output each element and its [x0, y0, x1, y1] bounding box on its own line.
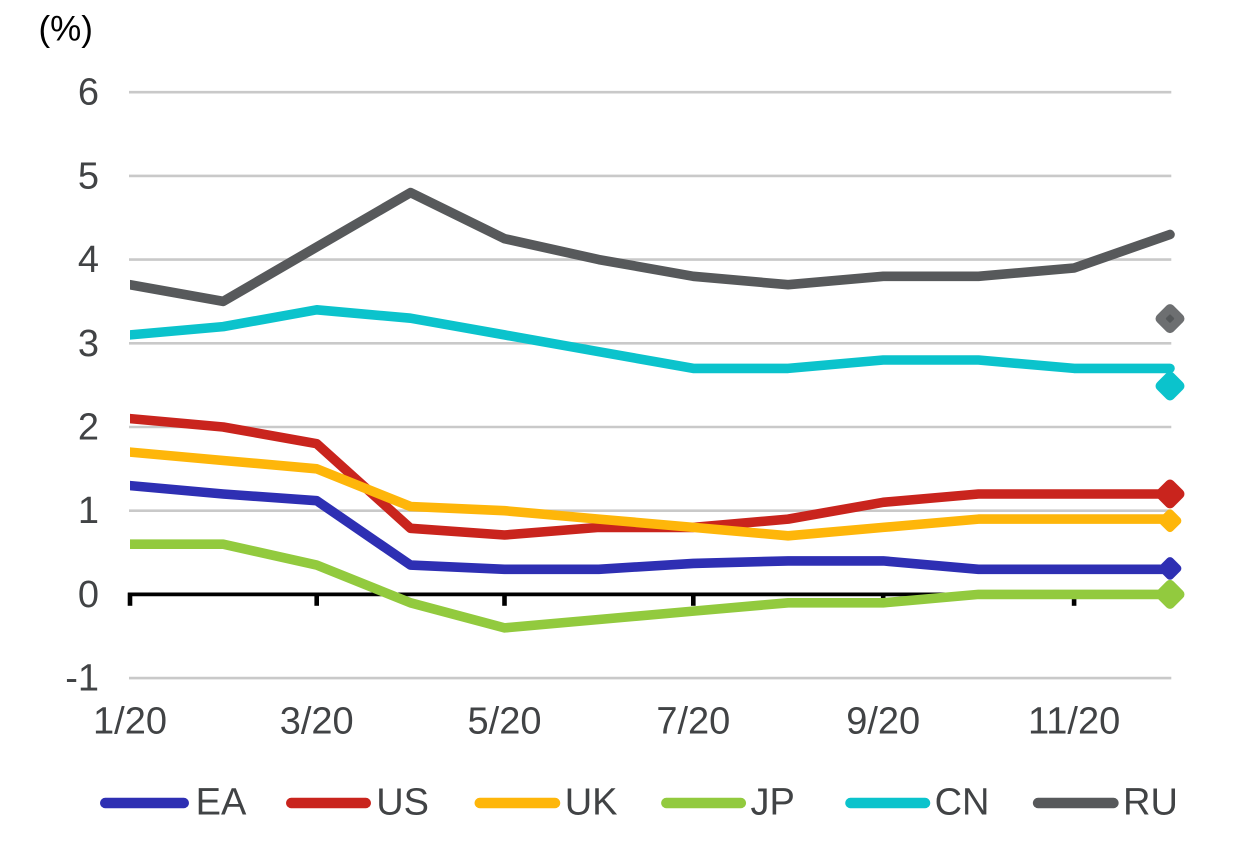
svg-text:1: 1 — [78, 490, 99, 532]
svg-text:CN: CN — [935, 782, 990, 824]
svg-text:2: 2 — [78, 407, 99, 449]
svg-text:3/20: 3/20 — [280, 701, 354, 743]
svg-text:EA: EA — [196, 782, 247, 824]
svg-text:6: 6 — [78, 72, 99, 114]
svg-text:3: 3 — [78, 323, 99, 365]
svg-text:US: US — [376, 782, 429, 824]
svg-text:UK: UK — [565, 782, 618, 824]
svg-text:1/20: 1/20 — [93, 701, 167, 743]
svg-text:(%): (%) — [39, 10, 93, 49]
svg-text:0: 0 — [78, 574, 99, 616]
svg-text:7/20: 7/20 — [656, 701, 730, 743]
svg-text:5: 5 — [78, 155, 99, 197]
svg-text:5/20: 5/20 — [468, 701, 542, 743]
svg-text:9/20: 9/20 — [846, 701, 920, 743]
svg-text:RU: RU — [1123, 782, 1178, 824]
svg-text:11/20: 11/20 — [1028, 701, 1120, 743]
svg-text:-1: -1 — [65, 658, 99, 700]
svg-text:4: 4 — [78, 239, 99, 281]
svg-text:JP: JP — [751, 782, 795, 824]
